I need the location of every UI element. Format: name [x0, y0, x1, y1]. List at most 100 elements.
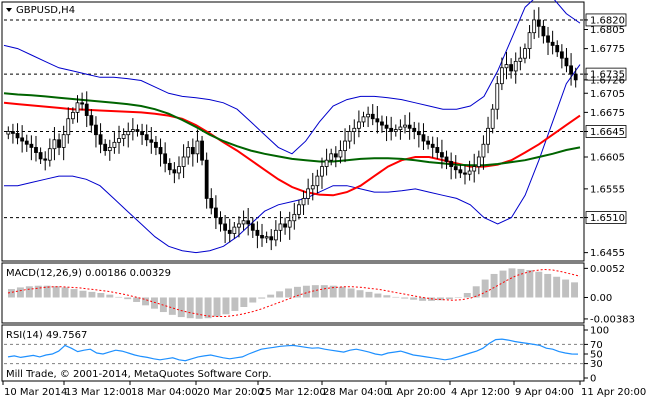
candle-body — [287, 220, 292, 228]
macd-bar — [142, 297, 149, 306]
candle-body — [320, 166, 324, 177]
candle-body — [57, 139, 61, 148]
macd-bar — [70, 289, 78, 298]
rsi-tick-label: 30 — [590, 359, 603, 370]
candle-body — [476, 156, 481, 167]
macd-bar — [168, 297, 176, 315]
candle-body — [103, 143, 108, 152]
macd-bar — [285, 288, 292, 298]
candle-body — [509, 64, 514, 72]
candle-body — [356, 121, 361, 129]
candle-body — [541, 25, 546, 37]
macd-bar — [8, 289, 15, 298]
time-tick-label: 10 Mar 2014 — [4, 387, 67, 398]
candle-body — [218, 217, 223, 225]
candle-body — [278, 223, 283, 231]
moving-averages — [3, 92, 581, 197]
macd-bar — [365, 291, 373, 298]
macd-bar — [562, 279, 570, 298]
candle-body — [213, 207, 218, 218]
macd-bar — [454, 297, 462, 298]
candle-body — [89, 115, 94, 126]
price-tick-label: 1.6675 — [590, 108, 625, 119]
macd-tick-label: 0.00 — [590, 293, 612, 304]
candle-body — [297, 204, 301, 215]
candle-body — [569, 65, 573, 75]
candle-body — [366, 113, 371, 118]
candle-body — [315, 175, 320, 187]
candle-body — [107, 147, 112, 152]
candle-body — [227, 229, 232, 234]
candle-body — [301, 198, 306, 206]
dropdown-triangle-icon[interactable] — [6, 8, 12, 12]
rsi-tick-label: 50 — [590, 350, 603, 361]
macd-bar — [481, 279, 489, 298]
candle-body — [186, 147, 191, 158]
macd-bar — [544, 273, 552, 298]
candle-body — [361, 116, 366, 123]
candle-body — [130, 129, 135, 132]
candle-body — [306, 188, 311, 199]
candle-body — [407, 124, 412, 129]
candle-body — [421, 134, 426, 142]
candle-body — [200, 140, 204, 161]
macd-bar — [571, 282, 578, 298]
macd-bar — [294, 286, 301, 298]
macd-bar — [16, 287, 24, 298]
macd-bar — [392, 296, 400, 298]
price-tick-label: 1.6645 — [590, 127, 625, 138]
candle-body — [269, 236, 274, 241]
candle-body — [380, 121, 384, 126]
candle-body — [163, 153, 168, 164]
macd-bar — [383, 295, 391, 298]
candle-body — [29, 143, 34, 148]
price-tick-label: 1.6735 — [590, 70, 625, 81]
candle-body — [6, 131, 11, 135]
candle-body — [70, 111, 75, 120]
candle-body — [135, 129, 140, 132]
macd-label: MACD(12,26,9) 0.00186 0.00329 — [6, 268, 171, 279]
candle-body — [435, 147, 440, 153]
candle-body — [144, 134, 149, 141]
time-tick-label: 13 Mar 12:00 — [65, 387, 132, 398]
candle-body — [449, 161, 454, 167]
candle-body — [117, 138, 121, 143]
candle-body — [172, 169, 177, 174]
macd-bar — [347, 288, 355, 298]
macd-bar — [115, 296, 123, 298]
candle-body — [329, 153, 334, 161]
candle-body — [472, 166, 477, 172]
macd-axis: 0.0052 0.00 -0.00383 — [584, 264, 635, 325]
candle-body — [403, 124, 407, 128]
candle-body — [264, 236, 269, 239]
candle-body — [458, 169, 463, 174]
macd-bar — [43, 285, 51, 298]
candle-body — [38, 152, 43, 160]
rsi-levels — [4, 343, 584, 365]
macd-bar — [356, 290, 364, 298]
candle-body — [384, 124, 389, 129]
candle-body — [352, 127, 357, 132]
macd-bar — [374, 293, 382, 298]
macd-bar — [88, 291, 96, 298]
time-tick-label: 18 Mar 04:00 — [131, 387, 198, 398]
time-tick-label: 25 Mar 12:00 — [259, 387, 326, 398]
candle-body — [273, 229, 278, 241]
macd-bar — [499, 270, 507, 298]
macd-bar — [302, 285, 310, 298]
macd-bar — [401, 297, 409, 299]
candle-body — [467, 170, 472, 175]
candle-body — [430, 143, 435, 148]
rsi-line — [7, 338, 579, 362]
candle-body — [112, 141, 117, 148]
candle-body — [11, 131, 15, 134]
candle-body — [347, 131, 352, 142]
macd-tick-label: -0.00383 — [590, 314, 635, 325]
candle-body — [444, 156, 449, 162]
candle-body — [20, 137, 25, 142]
bollinger-line — [3, 0, 581, 155]
macd-bar — [34, 285, 42, 298]
price-tick-label: 1.6455 — [590, 248, 625, 259]
